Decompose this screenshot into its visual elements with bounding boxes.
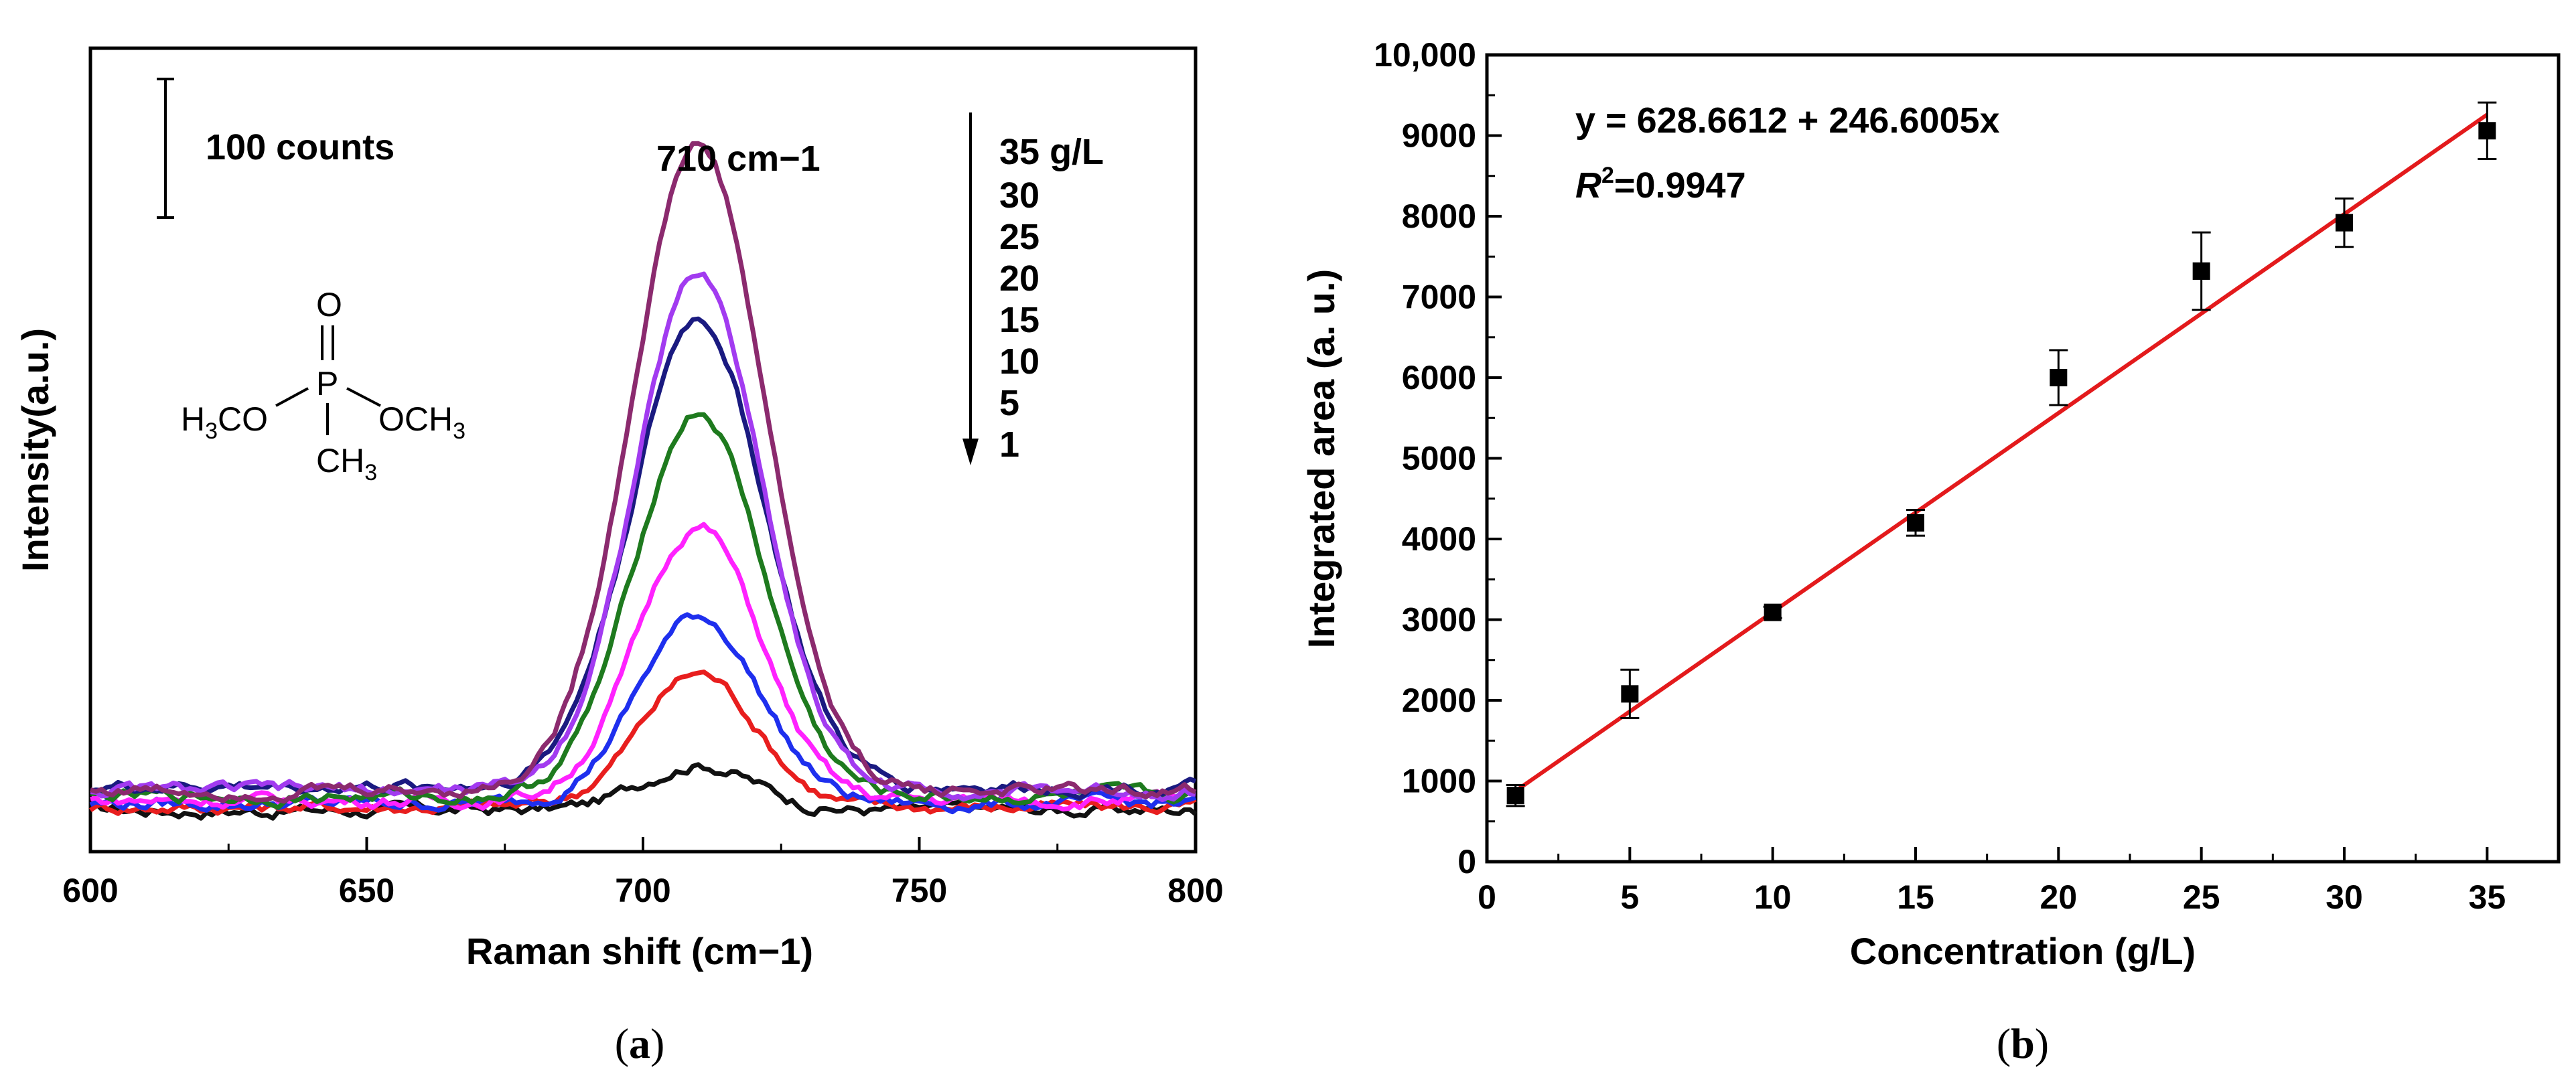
spectrum-30-g-L xyxy=(90,271,1196,803)
panel-a: 600 650 700 750 800 100 counts 710 cm−1 35 g… xyxy=(14,46,1224,1067)
legend-title: 35 g/L xyxy=(999,132,1104,172)
peak-label: 710 cm−1 xyxy=(656,139,820,179)
spectrum-20-g-L xyxy=(90,412,1196,810)
data-point xyxy=(2192,231,2211,311)
data-point xyxy=(2335,197,2354,248)
point-marker xyxy=(2478,122,2496,140)
legend-entry: 1 xyxy=(999,424,1019,465)
legend-entry: 5 xyxy=(999,383,1019,423)
panel-b-x-tick-label: 35 xyxy=(2469,878,2506,916)
point-marker xyxy=(2192,262,2210,280)
point-marker xyxy=(1764,603,1782,621)
panel-b-x-axis-label: Concentration (g/L) xyxy=(1850,930,2196,972)
panel-b-y-tick-label: 8000 xyxy=(1402,198,1476,235)
panel-b-y-tick-label: 3000 xyxy=(1402,601,1476,639)
panel-b-y-tick-label: 10,000 xyxy=(1374,36,1476,74)
panel-b-y-tick-label: 9000 xyxy=(1402,117,1476,155)
molecule-bottom-group: CH3 xyxy=(316,442,377,485)
legend-entry: 20 xyxy=(999,258,1040,299)
panel-a-x-tick-label: 700 xyxy=(615,872,670,909)
panel-b-x-tick-label: 30 xyxy=(2325,878,2363,916)
panel-b-x-tick-label: 5 xyxy=(1620,878,1639,916)
panel-b-y-tick-label: 2000 xyxy=(1402,682,1476,719)
panel-a-x-tick-label: 800 xyxy=(1167,872,1223,909)
panel-b-caption: (b) xyxy=(1997,1020,2049,1067)
fit-line xyxy=(1514,112,2489,793)
panel-b-y-ticks: 0 1000 2000 3000 4000 5000 6000 7000 8000 9000 10,… xyxy=(1374,36,1502,880)
concentration-arrow xyxy=(962,112,979,465)
panel-b-y-tick-label: 7000 xyxy=(1402,279,1476,316)
panel-a-spectra xyxy=(88,141,1198,821)
panel-b-y-tick-label: 4000 xyxy=(1402,520,1476,558)
spectrum-15-g-L xyxy=(90,522,1196,811)
data-point xyxy=(2478,101,2497,160)
panel-a-x-axis-label: Raman shift (cm−1) xyxy=(466,930,813,972)
molecule-left-group: H3CO xyxy=(181,400,268,444)
data-point xyxy=(1506,784,1525,807)
data-point xyxy=(1620,668,1640,720)
panel-b-y-tick-label: 1000 xyxy=(1402,763,1476,800)
data-point xyxy=(1906,509,1925,537)
panel-b-data-points xyxy=(1506,101,2497,807)
data-point xyxy=(2049,349,2068,406)
legend-entry: 15 xyxy=(999,300,1040,340)
panel-b-x-tick-label: 10 xyxy=(1754,878,1792,916)
point-marker xyxy=(2050,369,2068,386)
panel-b-y-tick-label: 0 xyxy=(1457,843,1476,880)
dmmp-structure: O P H3CO OCH3 CH3 xyxy=(181,286,466,485)
fit-equation: y = 628.6612 + 246.6005x xyxy=(1575,100,2000,141)
panel-b-x-tick-label: 25 xyxy=(2183,878,2220,916)
r-squared: R2=0.9947 xyxy=(1575,163,1746,206)
panel-b-x-tick-label: 20 xyxy=(2040,878,2078,916)
spectrum-25-g-L xyxy=(90,316,1197,801)
panel-a-x-ticks: 600 650 700 750 800 xyxy=(62,837,1224,909)
panel-b-x-ticks: 0 5 10 15 20 25 30 35 xyxy=(1478,847,2560,916)
point-marker xyxy=(2336,214,2353,232)
panel-a-x-tick-label: 650 xyxy=(339,872,395,909)
panel-a-x-tick-label: 600 xyxy=(62,872,118,909)
panel-b-y-axis-label: Integrated area (a. u.) xyxy=(1300,269,1342,648)
molecule-right-group: OCH3 xyxy=(378,400,466,444)
panel-b-x-tick-label: 15 xyxy=(1897,878,1934,916)
panel-a-x-tick-label: 750 xyxy=(891,872,947,909)
panel-b-y-tick-label: 6000 xyxy=(1402,359,1476,396)
scale-bar-label: 100 counts xyxy=(206,127,395,167)
panel-b-y-tick-label: 5000 xyxy=(1402,440,1476,477)
point-marker xyxy=(1506,787,1524,805)
scale-bar xyxy=(157,78,174,219)
legend-entry: 10 xyxy=(999,341,1040,382)
legend-entry: 30 xyxy=(999,175,1040,216)
data-point xyxy=(1763,603,1782,621)
point-marker xyxy=(1907,514,1924,532)
panel-b: 0 1000 2000 3000 4000 5000 6000 7000 8000 9000 10,… xyxy=(1300,36,2561,1067)
molecule-p: P xyxy=(316,365,338,402)
molecule-o: O xyxy=(316,286,342,323)
spectrum-35-g-L xyxy=(89,141,1197,804)
panel-a-y-axis-label: Intensity(a.u.) xyxy=(14,328,56,572)
panel-b-fit-line xyxy=(1514,112,2489,793)
panel-b-x-tick-label: 0 xyxy=(1478,878,1496,916)
legend-entry: 25 xyxy=(999,217,1040,257)
panel-a-caption: (a) xyxy=(615,1020,665,1067)
point-marker xyxy=(1621,685,1639,703)
